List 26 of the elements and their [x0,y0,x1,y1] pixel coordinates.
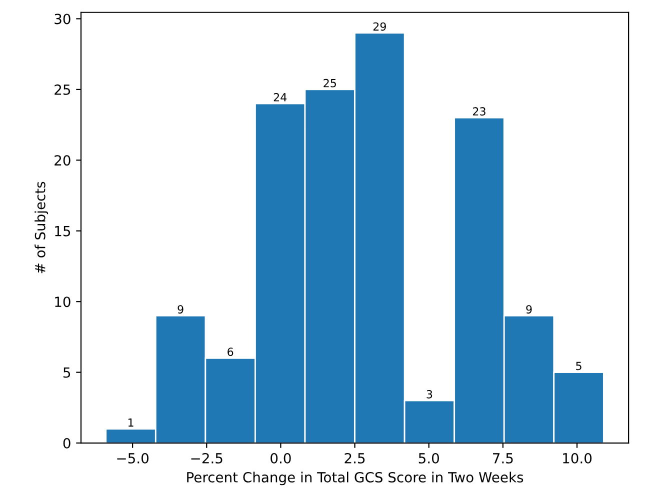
y-tick-label: 10 [55,296,70,308]
data-label: 29 [373,22,386,31]
x-tick-label: 2.5 [344,452,365,464]
data-label: 25 [324,78,336,88]
data-label: 9 [526,305,532,314]
data-label: 9 [178,305,184,314]
y-tick-label: 5 [64,367,70,378]
x-tick-label: −2.5 [191,452,222,464]
x-tick-label: 0.0 [270,452,291,464]
data-label: 23 [472,107,486,116]
data-label: 6 [228,348,234,356]
data-label: 24 [274,93,287,102]
y-tick-label: 0 [63,438,70,448]
data-label: 5 [576,362,582,370]
data-label: 3 [426,390,432,398]
y-axis-title: # of Subjects [34,182,48,274]
x-tick-label: 10.0 [563,452,592,464]
x-axis-title: Percent Change in Total GCS Score in Two Weeks [187,472,524,486]
y-tick-label: 25 [54,84,70,95]
y-tick-label: 30 [54,14,70,24]
data-label: 1 [128,418,134,427]
y-tick-label: 15 [55,226,70,236]
x-tick-label: 5.0 [418,452,439,464]
x-tick-label: 7.5 [493,453,513,464]
x-tick-label: −5.0 [117,452,148,464]
y-tick-label: 20 [54,155,70,166]
